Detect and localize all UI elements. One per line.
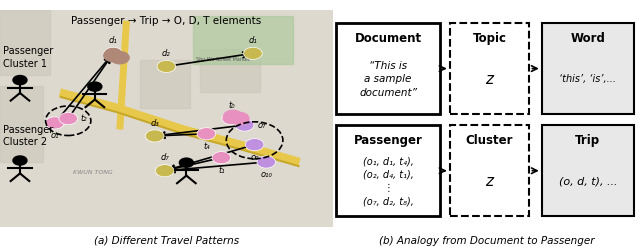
Text: Passenger
Cluster 2: Passenger Cluster 2 [3,125,54,147]
Circle shape [223,110,243,123]
Bar [140,60,189,108]
Text: o₁₀: o₁₀ [260,170,272,179]
Text: (a) Different Travel Patterns: (a) Different Travel Patterns [94,236,239,246]
Circle shape [230,112,249,125]
Text: (b) Analogy from Document to Passenger: (b) Analogy from Document to Passenger [379,236,594,246]
Text: Document: Document [355,32,422,45]
FancyBboxPatch shape [336,23,440,114]
Text: ‘this’, ‘is’,...: ‘this’, ‘is’,... [559,74,616,84]
Text: Passenger: Passenger [354,134,422,147]
Text: Passenger
Cluster 1: Passenger Cluster 1 [3,46,54,69]
Circle shape [244,47,262,60]
Circle shape [13,156,27,165]
Text: (o, d, t), ...: (o, d, t), ... [559,177,617,186]
Text: t₀: t₀ [228,101,235,110]
Circle shape [222,112,241,125]
Text: (o₁, d₁, t₄),
(o₂, d₄, t₁),
⋮
(o₇, d₂, t₈),: (o₁, d₁, t₄), (o₂, d₄, t₁), ⋮ (o₇, d₂, t… [363,157,413,206]
Text: t₁: t₁ [218,166,225,175]
FancyBboxPatch shape [541,125,634,216]
Circle shape [88,82,102,91]
Circle shape [157,60,176,72]
Text: Cluster: Cluster [466,134,513,147]
Text: d₁: d₁ [109,36,118,45]
Text: o₇: o₇ [257,121,266,130]
Circle shape [145,130,164,142]
Text: z: z [486,174,493,189]
Circle shape [13,76,27,85]
FancyBboxPatch shape [449,125,529,216]
Circle shape [156,165,174,177]
Text: t₂: t₂ [81,114,88,123]
Circle shape [236,119,254,131]
Text: d₁: d₁ [248,36,257,45]
FancyBboxPatch shape [449,23,529,114]
Text: o₁: o₁ [51,131,59,140]
Text: t₄: t₄ [203,142,210,151]
Circle shape [197,128,216,140]
Circle shape [111,52,129,64]
Text: d₂: d₂ [162,49,171,58]
Text: d₇: d₇ [161,153,169,163]
Circle shape [179,158,193,167]
FancyBboxPatch shape [336,125,440,216]
Circle shape [45,117,64,129]
Bar [0,86,44,162]
Text: Word: Word [570,32,605,45]
Bar [200,49,260,92]
Circle shape [257,156,276,168]
Text: o₉: o₉ [250,153,259,162]
FancyBboxPatch shape [541,23,634,114]
Circle shape [104,49,122,62]
Bar [193,16,293,64]
Circle shape [212,152,230,164]
Circle shape [245,139,264,151]
Text: “This is
a sample
document”: “This is a sample document” [359,61,417,98]
Circle shape [104,47,122,60]
Text: Passenger → Trip → O, D, T elements: Passenger → Trip → O, D, T elements [71,16,262,26]
Text: Shu Wo Street Market: Shu Wo Street Market [196,57,250,62]
Text: Trip: Trip [575,134,600,147]
Text: KWUN TONG: KWUN TONG [74,170,113,175]
Circle shape [59,112,77,125]
Text: Topic: Topic [472,32,506,45]
Text: d₃: d₃ [150,119,159,128]
Text: z: z [486,72,493,87]
Bar [0,10,50,75]
